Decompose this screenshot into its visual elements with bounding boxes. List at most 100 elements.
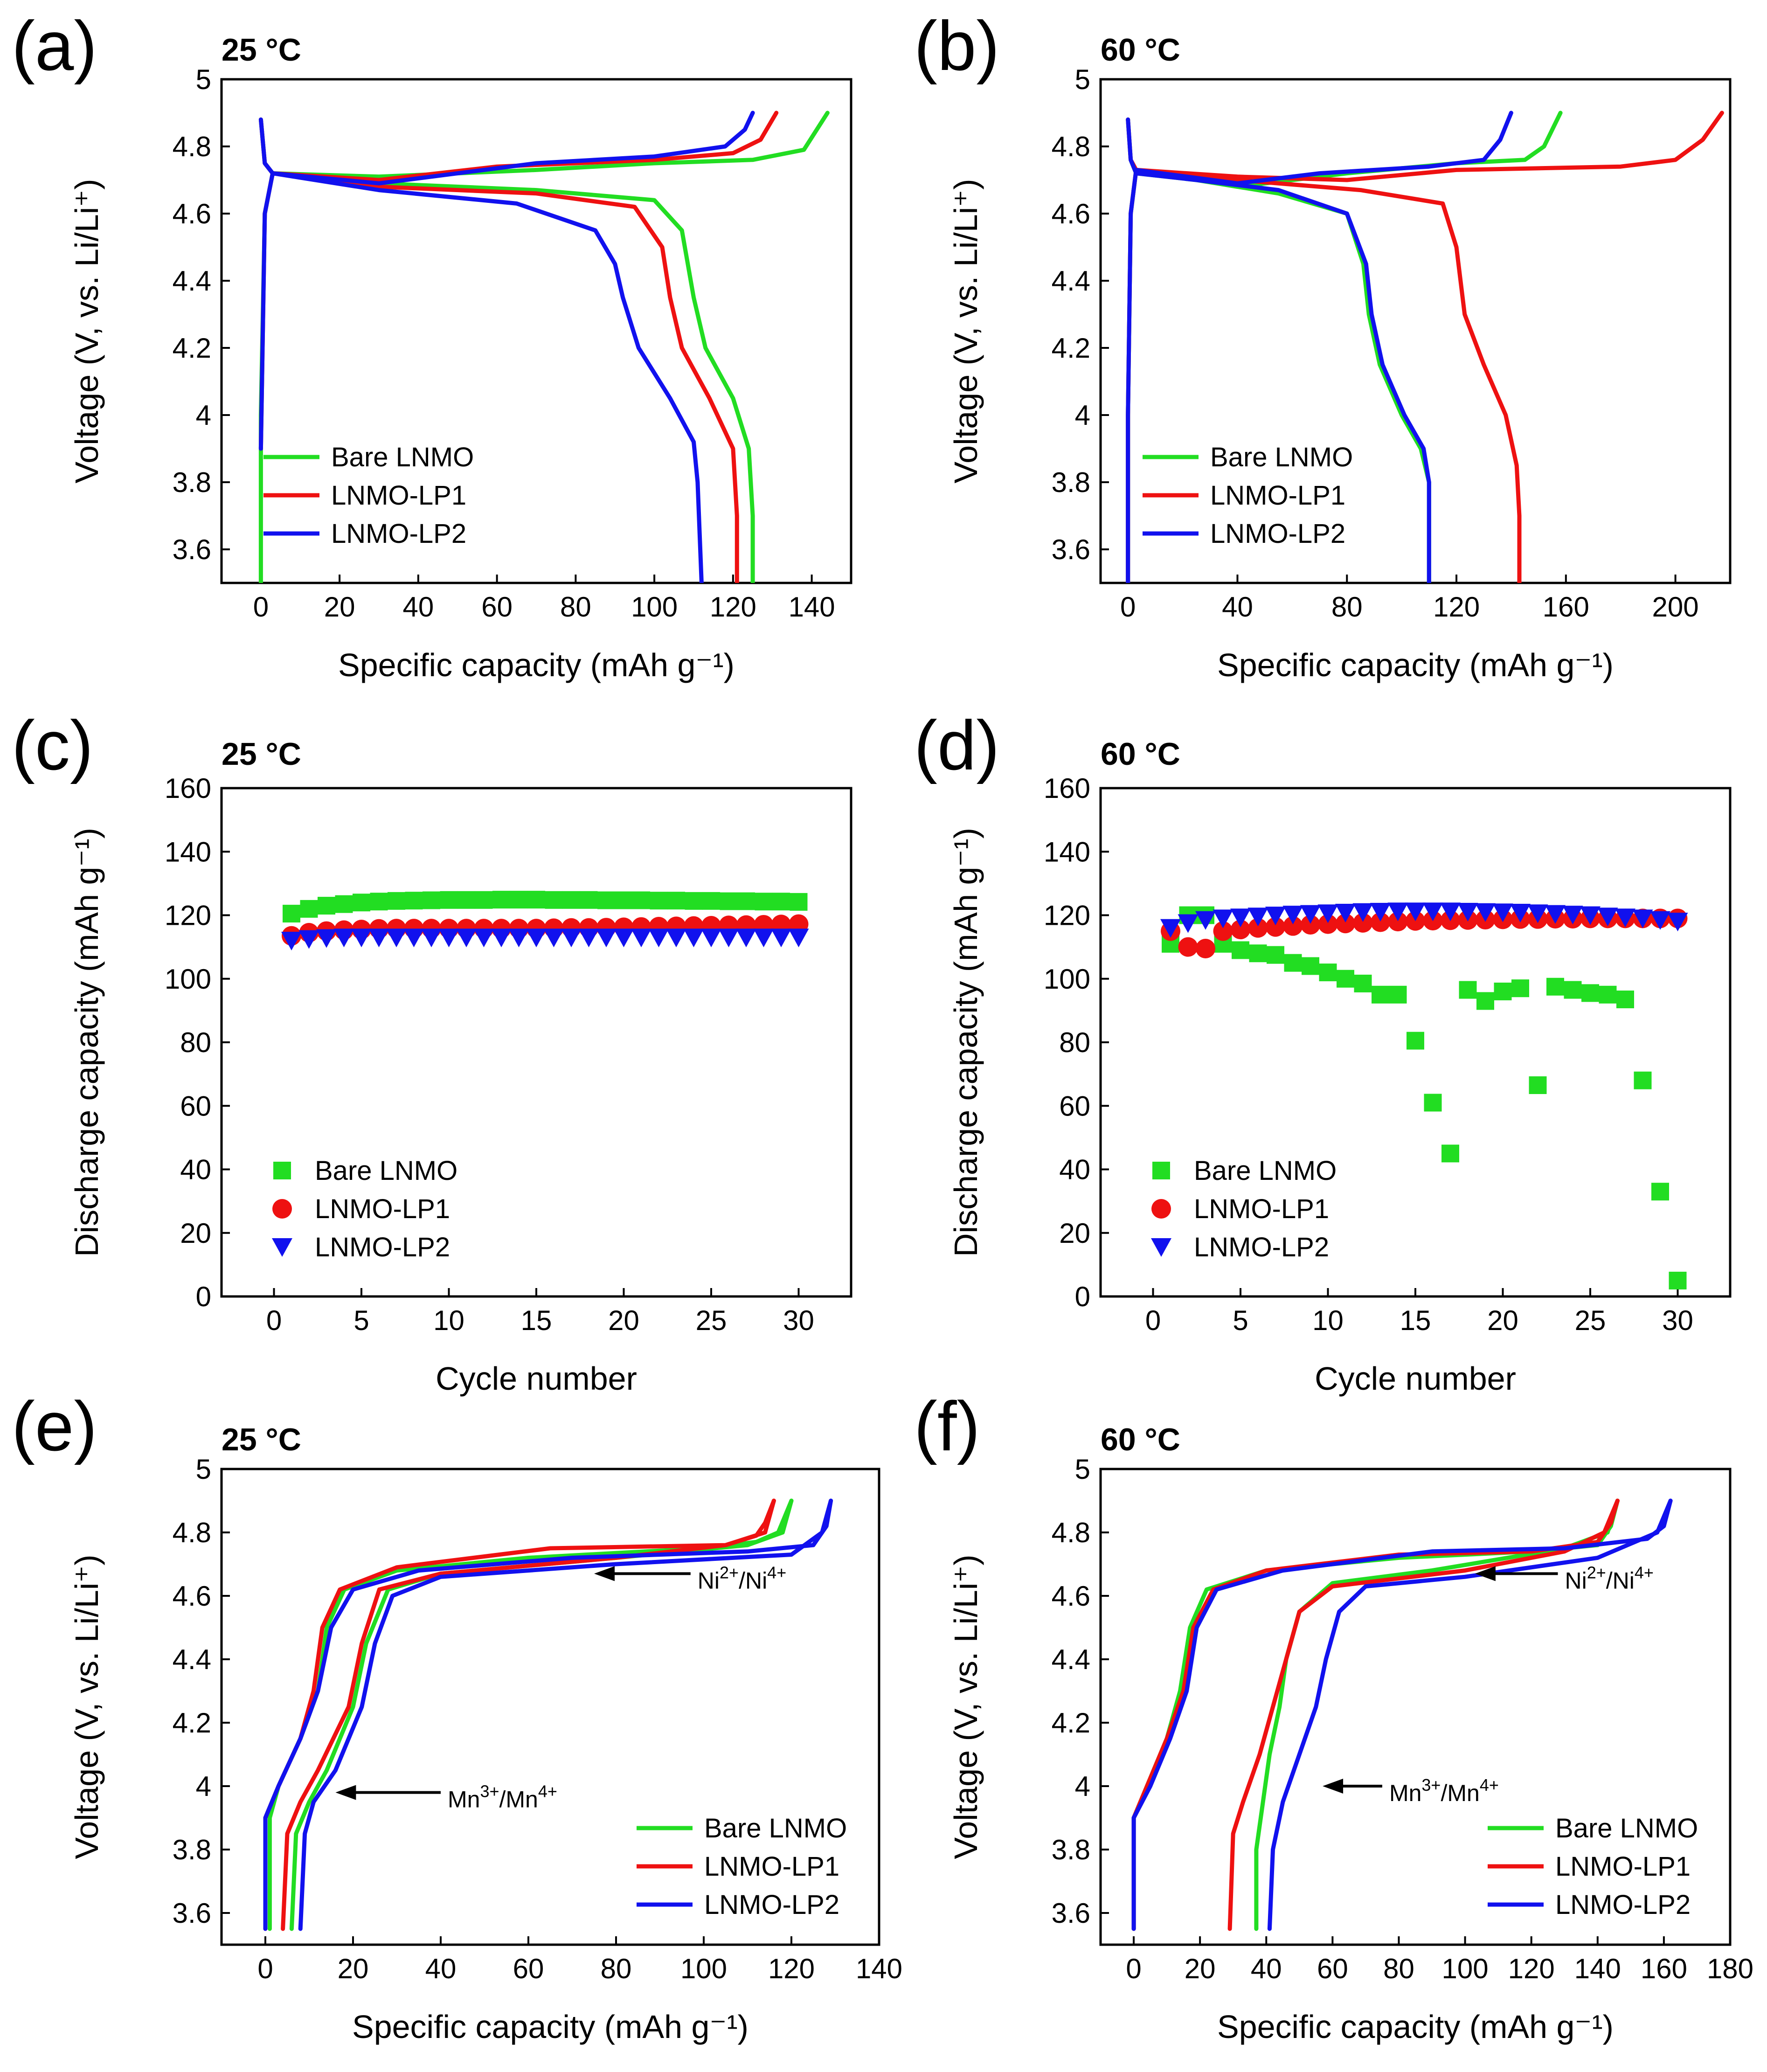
annotation-species: /Mn bbox=[499, 1787, 538, 1813]
panel-a: (a) 25 °C 0 20 40 60 80 100 120 140 3.6 3.8 4 4.2 4.4 4… bbox=[12, 7, 852, 683]
data-point-bare-lnmo bbox=[632, 891, 650, 909]
annotation-oxidation-state: 4+ bbox=[767, 1563, 786, 1582]
x-tick-label: 0 bbox=[1126, 1953, 1141, 1984]
data-point-lnmo-lp2 bbox=[1580, 906, 1601, 925]
x-axis-title: Cycle number bbox=[436, 1360, 637, 1397]
y-tick-label: 5 bbox=[196, 1454, 211, 1485]
annotation-oxidation-state: 2+ bbox=[720, 1563, 739, 1582]
data-point-lnmo-lp2 bbox=[736, 929, 756, 948]
data-point-bare-lnmo bbox=[615, 891, 633, 909]
legend-label: Bare LNMO bbox=[704, 1813, 847, 1843]
legend-label: LNMO-LP1 bbox=[315, 1194, 450, 1224]
panel-f: (f) 60 °C 0 20 40 60 80 100 120 140 160 180 3.6 3.8 4 4… bbox=[914, 1387, 1753, 2045]
data-point-lnmo-lp2 bbox=[1510, 904, 1531, 923]
y-tick-label: 3.6 bbox=[173, 534, 211, 565]
data-point-bare-lnmo bbox=[1284, 954, 1302, 972]
data-point-lnmo-lp2 bbox=[543, 929, 564, 948]
data-point-lnmo-lp2 bbox=[421, 929, 442, 948]
legend-label: LNMO-LP2 bbox=[1194, 1232, 1329, 1262]
x-axis-title: Specific capacity (mAh g⁻¹) bbox=[338, 647, 735, 683]
x-tick-label: 140 bbox=[789, 591, 835, 623]
data-point-bare-lnmo bbox=[405, 892, 423, 910]
data-point-bare-lnmo bbox=[370, 893, 388, 911]
annotation-oxidation-state: 3+ bbox=[1421, 1775, 1441, 1795]
y-tick-label: 60 bbox=[1059, 1090, 1090, 1122]
data-point-lnmo-lp2 bbox=[1440, 902, 1461, 922]
data-point-bare-lnmo bbox=[423, 891, 440, 909]
axes-frame bbox=[1099, 1468, 1732, 1946]
x-tick-label: 25 bbox=[696, 1305, 727, 1336]
data-point-bare-lnmo bbox=[1616, 991, 1634, 1009]
y-tick-label: 3.6 bbox=[1052, 534, 1090, 565]
x-tick-label: 140 bbox=[856, 1953, 902, 1984]
data-point-lnmo-lp2 bbox=[701, 929, 721, 948]
x-axis-title: Specific capacity (mAh g⁻¹) bbox=[1217, 2009, 1614, 2045]
annotation-oxidation-state: 4+ bbox=[538, 1782, 557, 1801]
x-tick-label: 0 bbox=[253, 591, 269, 623]
x-tick-label: 20 bbox=[608, 1305, 639, 1336]
data-point-bare-lnmo bbox=[720, 892, 738, 910]
y-tick-label: 80 bbox=[180, 1027, 211, 1058]
temperature-label: 60 °C bbox=[1101, 32, 1180, 68]
data-point-lnmo-lp2 bbox=[613, 929, 634, 948]
x-tick-label: 160 bbox=[1543, 591, 1589, 623]
axes-frame bbox=[220, 78, 852, 584]
data-point-lnmo-lp2 bbox=[683, 929, 704, 948]
x-tick-label: 120 bbox=[768, 1953, 815, 1984]
x-tick-label: 15 bbox=[1400, 1305, 1431, 1336]
legend-swatch-lnmo-lp1 bbox=[272, 1199, 292, 1219]
data-point-lnmo-lp1 bbox=[1283, 916, 1303, 936]
series-lnmo-lp1-discharge-line bbox=[281, 1498, 776, 1931]
data-point-lnmo-lp2 bbox=[1247, 908, 1268, 927]
data-point-bare-lnmo bbox=[510, 891, 528, 909]
series-lnmo-lp2-discharge-line bbox=[1126, 117, 1431, 583]
panel-label: (b) bbox=[914, 7, 999, 85]
annotation-species: Ni bbox=[698, 1567, 720, 1594]
data-point-lnmo-lp2 bbox=[666, 929, 686, 948]
data-point-lnmo-lp2 bbox=[1195, 911, 1216, 930]
data-point-bare-lnmo bbox=[353, 894, 370, 912]
series-lnmo-lp2-charge-line bbox=[1126, 111, 1513, 583]
x-tick-label: 0 bbox=[257, 1953, 273, 1984]
data-point-bare-lnmo bbox=[283, 905, 300, 923]
legend-label: LNMO-LP2 bbox=[315, 1232, 450, 1262]
legend: Bare LNMO LNMO-LP1 LNMO-LP2 bbox=[263, 442, 474, 549]
data-point-lnmo-lp2 bbox=[1667, 913, 1688, 932]
x-tick-label: 100 bbox=[631, 591, 678, 623]
x-tick-label: 80 bbox=[560, 591, 591, 623]
data-point-lnmo-lp1 bbox=[1213, 921, 1233, 941]
panel-b: (b) 60 °C 0 40 80 120 160 200 3.6 3.8 4 4.2 4.4 4.6 4.… bbox=[914, 7, 1732, 683]
data-point-lnmo-lp1 bbox=[1248, 918, 1268, 938]
legend: Bare LNMO LNMO-LP1 LNMO-LP2 bbox=[637, 1813, 847, 1920]
data-point-bare-lnmo bbox=[318, 897, 335, 915]
x-tick-label: 20 bbox=[1487, 1305, 1518, 1336]
y-tick-label: 4 bbox=[196, 400, 211, 431]
legend-label: LNMO-LP2 bbox=[331, 519, 466, 549]
legend-label: Bare LNMO bbox=[1210, 442, 1353, 472]
x-tick-label: 30 bbox=[1662, 1305, 1693, 1336]
y-tick-label: 4.2 bbox=[173, 333, 211, 364]
data-point-lnmo-lp2 bbox=[561, 929, 582, 948]
data-point-bare-lnmo bbox=[667, 892, 685, 910]
y-tick-label: 4.8 bbox=[173, 131, 211, 162]
legend-label: Bare LNMO bbox=[1555, 1813, 1698, 1843]
data-point-lnmo-lp2 bbox=[1527, 904, 1548, 923]
y-tick-label: 3.8 bbox=[1052, 467, 1090, 498]
y-tick-label: 5 bbox=[1075, 1454, 1090, 1485]
y-tick-label: 4.4 bbox=[1052, 1644, 1090, 1675]
x-tick-label: 0 bbox=[1120, 591, 1136, 623]
panel-label: (e) bbox=[12, 1387, 97, 1465]
data-point-lnmo-lp2 bbox=[1230, 908, 1251, 928]
y-axis-title: Voltage (V, vs. Li/Li⁺) bbox=[948, 1554, 984, 1859]
data-point-bare-lnmo bbox=[650, 892, 668, 910]
data-point-bare-lnmo bbox=[1651, 1183, 1669, 1201]
legend-label: Bare LNMO bbox=[315, 1156, 457, 1186]
y-tick-label: 0 bbox=[1075, 1281, 1090, 1312]
data-point-lnmo-lp2 bbox=[1335, 904, 1356, 923]
x-axis-title: Specific capacity (mAh g⁻¹) bbox=[1217, 647, 1614, 683]
x-tick-label: 20 bbox=[324, 591, 355, 623]
panel-c: (c) 25 °C 0 5 10 15 20 25 30 0 20 40 60 80 100 120 140 16… bbox=[12, 706, 852, 1397]
y-tick-label: 20 bbox=[180, 1218, 211, 1249]
legend-label: LNMO-LP1 bbox=[704, 1851, 839, 1882]
data-point-bare-lnmo bbox=[335, 895, 353, 913]
